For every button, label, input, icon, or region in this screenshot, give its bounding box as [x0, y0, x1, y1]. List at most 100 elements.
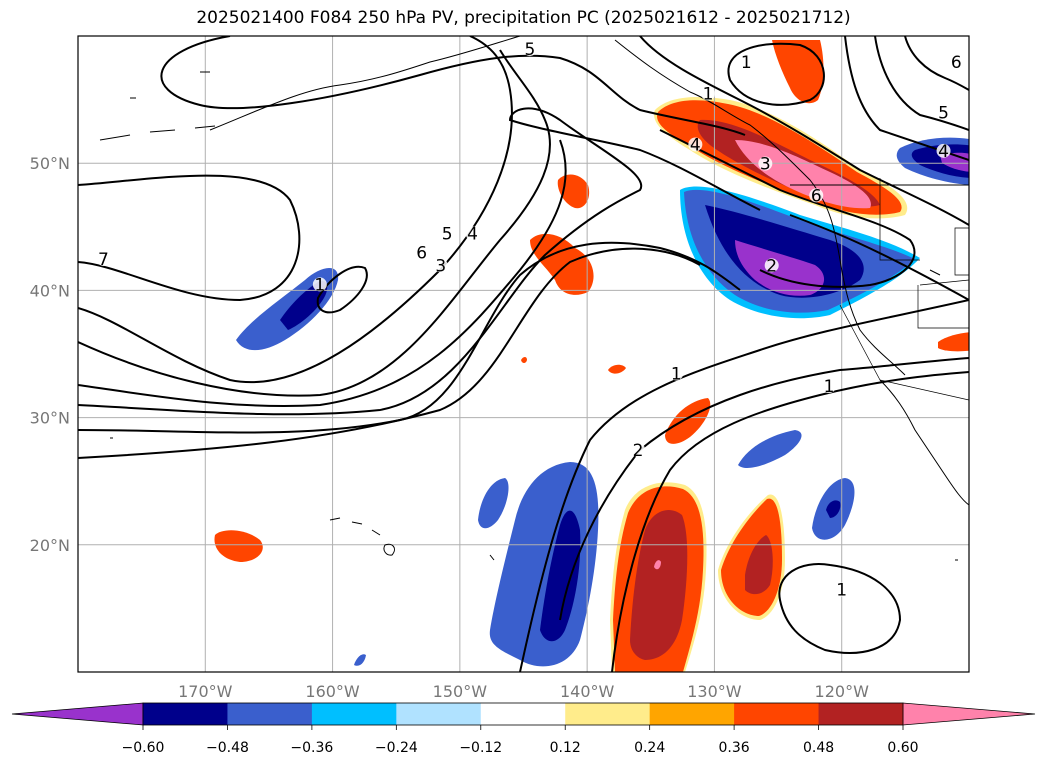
pos-region-hi-west	[214, 530, 263, 562]
pv-contour-label: 7	[98, 250, 109, 270]
islands-misc	[110, 71, 958, 561]
pv-label-bg	[936, 105, 951, 120]
colorbar-tick-label: −0.36	[290, 740, 333, 756]
longitude-tick-label: 160°W	[305, 682, 360, 701]
neg-region-tiny	[354, 654, 366, 666]
colorbar-segment	[734, 703, 820, 725]
colorbar: −0.60 −0.48 −0.36 −0.24 −0.12 0.12 0.24 0.36 0.4…	[11, 702, 1036, 756]
neg-region-small-a	[738, 430, 802, 469]
colorbar-tick-label: −0.24	[375, 740, 418, 756]
pv-label-bg	[701, 86, 716, 101]
pos-region-baja	[665, 398, 711, 444]
pv-label-bg	[821, 379, 836, 394]
pos-region-sub-3	[630, 510, 688, 660]
colorbar-tick-label: −0.12	[459, 740, 502, 756]
pv-contour-1-mid	[316, 265, 368, 314]
pv-label-bg	[834, 582, 849, 597]
neg-region-far-east-2	[911, 144, 969, 178]
pv-contour-east-lower	[789, 214, 969, 301]
hawaiian-islands	[329, 517, 395, 556]
colorbar-tick-label: 0.48	[803, 740, 834, 756]
longitude-tick-label: 170°W	[178, 682, 233, 701]
pv-label-bg	[522, 42, 537, 57]
coastline-aleutians	[99, 125, 216, 141]
pv-contour-label: 1	[703, 85, 714, 105]
pv-contour-label: 3	[435, 256, 446, 276]
pv-label-bg	[465, 226, 480, 241]
pv-contour-2-sub	[611, 371, 969, 672]
precipitation-shading	[214, 40, 969, 672]
colorbar-tick-label: 0.60	[887, 740, 918, 756]
pv-contour-label: 1	[824, 377, 835, 397]
pos-region-bc-4	[735, 140, 871, 209]
pv-contour-4	[78, 107, 761, 416]
pv-contour-label: 5	[524, 40, 535, 60]
colorbar-segment	[396, 703, 482, 725]
pv-contour-label: 4	[467, 225, 478, 245]
pv-contour-label: 5	[938, 104, 949, 124]
colorbar-tick-label: −0.60	[122, 740, 165, 756]
colorbar-tick-label: 0.36	[719, 740, 750, 756]
pos-region-sub-4	[654, 560, 661, 570]
pv-label-bg	[669, 366, 684, 381]
pv-contours	[78, 36, 969, 672]
coastline-baja	[879, 379, 969, 506]
pv-contour-3	[78, 241, 741, 434]
pv-contour-6-upper	[78, 36, 513, 384]
pv-contour-label: 1	[741, 53, 752, 73]
pv-contour-label: 6	[951, 53, 962, 73]
pv-contour-gulf	[659, 129, 916, 288]
colorbar-extend-low	[11, 702, 144, 726]
pos-region-far-east	[938, 332, 969, 352]
neg-region-east-2	[826, 500, 841, 518]
colorbar-extend-high	[902, 702, 1036, 726]
pv-contour-5-a	[78, 49, 551, 397]
pv-contour-1-east	[559, 357, 969, 621]
figure-title: 2025021400 F084 250 hPa PV, precipitatio…	[196, 8, 851, 28]
pv-contour-4-north	[639, 36, 969, 226]
pos-region-mid-a	[530, 233, 594, 295]
pv-label-bg	[440, 226, 455, 241]
neg-region-small-b	[478, 478, 509, 529]
pv-label-bg	[936, 143, 951, 158]
pv-label-bg	[414, 245, 429, 260]
longitude-tick-label: 130°W	[687, 682, 742, 701]
map-frame	[77, 35, 970, 673]
latitude-tick-label: 50°N	[30, 154, 70, 173]
pv-label-bg	[688, 137, 703, 152]
colorbar-segment	[565, 703, 651, 725]
pv-label-bg	[631, 442, 646, 457]
pv-contour-1-sub	[519, 299, 969, 672]
longitude-tick-label: 120°W	[815, 682, 870, 701]
pos-region-tiny-a	[608, 364, 626, 374]
pv-contour-label: 3	[760, 155, 771, 175]
colorbar-tick-label: 0.24	[634, 740, 665, 756]
colorbar-segment	[227, 703, 313, 725]
coastline-alaska-panhandle	[614, 39, 906, 376]
pv-contour-label: 2	[633, 441, 644, 461]
pv-label-bg	[764, 258, 779, 273]
pv-contour-east-5	[874, 36, 969, 131]
pv-contour-1-se	[778, 563, 902, 654]
pv-contour-label: 4	[938, 142, 949, 162]
pos-region-tiny-b	[521, 357, 527, 363]
colorbar-segment	[818, 703, 904, 725]
pv-label-bg	[739, 54, 754, 69]
pv-label-bg	[758, 156, 773, 171]
border-states	[839, 178, 969, 401]
pv-contour-5-north	[160, 36, 746, 136]
colorbar-segment	[480, 703, 566, 725]
pv-contour-label: 6	[416, 244, 427, 264]
pv-contour-7	[78, 174, 301, 302]
latitude-tick-label: 30°N	[30, 409, 70, 428]
neg-region-np-2	[280, 280, 328, 330]
pv-contour-label: 4	[690, 135, 701, 155]
pv-contour-2	[78, 247, 701, 459]
pv-contour-east-4	[904, 36, 969, 91]
pos-region-ak	[772, 40, 824, 104]
pos-region-east-3	[745, 535, 773, 595]
pv-label-bg	[949, 54, 964, 69]
